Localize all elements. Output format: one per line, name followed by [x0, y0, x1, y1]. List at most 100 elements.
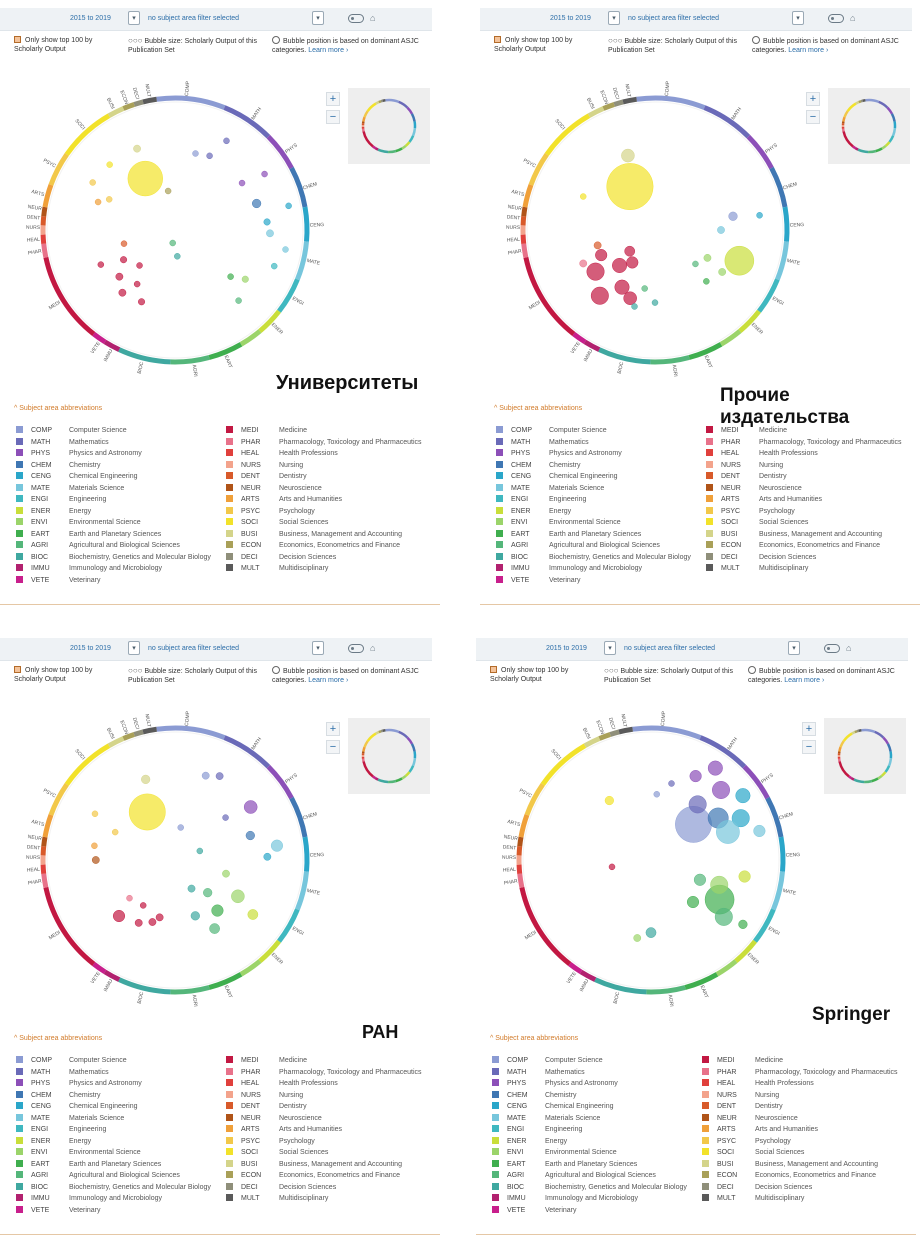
top100-option[interactable]: Only show top 100 by Scholarly Output: [490, 666, 585, 684]
bubble-bioc[interactable]: [631, 303, 638, 310]
bubble-eart[interactable]: [703, 278, 710, 285]
home-icon[interactable]: ⌂: [370, 643, 376, 653]
bubble-medi[interactable]: [134, 918, 143, 927]
bubble-dent[interactable]: [593, 241, 602, 250]
chevron-down-icon[interactable]: ▾: [312, 11, 324, 25]
bubble-bioc[interactable]: [174, 253, 181, 260]
bubble-arts[interactable]: [91, 842, 98, 850]
bubble-mate[interactable]: [717, 226, 725, 234]
bubble-agri[interactable]: [693, 873, 707, 886]
bubble-dent[interactable]: [120, 240, 128, 247]
toggle-switch[interactable]: [348, 644, 364, 653]
bubble-chem[interactable]: [251, 198, 262, 209]
bubble-engi[interactable]: [270, 262, 278, 270]
bubble-phar[interactable]: [126, 894, 133, 902]
zoom-out-button[interactable]: −: [326, 740, 340, 754]
bubble-envi[interactable]: [222, 869, 230, 878]
bubble-comp[interactable]: [177, 824, 184, 831]
toggle-switch[interactable]: [348, 14, 364, 23]
bubble-soci[interactable]: [106, 161, 113, 168]
overview-minimap[interactable]: [348, 88, 430, 164]
bubble-envi[interactable]: [633, 934, 642, 942]
home-icon[interactable]: ⌂: [850, 13, 856, 23]
bubble-envi[interactable]: [710, 875, 729, 894]
bubble-mate[interactable]: [266, 229, 274, 238]
bubble-math[interactable]: [222, 814, 229, 821]
bubble-bioc[interactable]: [187, 884, 196, 893]
bubble-agri[interactable]: [203, 888, 213, 898]
bubble-ceng[interactable]: [263, 218, 271, 226]
legend-toggle[interactable]: ^ Subject area abbreviations: [14, 1035, 103, 1042]
bubble-ceng[interactable]: [263, 852, 272, 861]
bubble-medi[interactable]: [115, 272, 124, 281]
bubble-bioc[interactable]: [196, 847, 204, 855]
bubble-phys[interactable]: [261, 170, 268, 178]
bubble-envi[interactable]: [718, 268, 727, 276]
subject-filter-select[interactable]: no subject area filter selected: [148, 15, 240, 22]
bubble-envi[interactable]: [241, 275, 249, 283]
bubble-ceng[interactable]: [735, 788, 751, 804]
overview-minimap[interactable]: [828, 88, 910, 164]
bubble-agri[interactable]: [235, 297, 242, 304]
bubble-busi[interactable]: [621, 148, 635, 163]
bubble-psyc[interactable]: [91, 810, 99, 818]
bubble-math[interactable]: [223, 137, 230, 145]
checkbox[interactable]: [494, 36, 501, 43]
toggle-switch[interactable]: [824, 644, 840, 653]
checkbox[interactable]: [14, 36, 21, 43]
chevron-down-icon[interactable]: ▾: [312, 641, 324, 655]
bubble-mate[interactable]: [270, 839, 284, 852]
year-range-select[interactable]: 2015 to 2019: [70, 15, 111, 22]
bubble-medi[interactable]: [590, 286, 609, 305]
bubble-agri[interactable]: [641, 285, 648, 292]
zoom-in-button[interactable]: +: [802, 722, 816, 736]
bubble-soci[interactable]: [127, 160, 163, 197]
subject-filter-select[interactable]: no subject area filter selected: [624, 645, 716, 652]
bubble-soci[interactable]: [579, 193, 587, 200]
bubble-arts[interactable]: [94, 198, 102, 206]
bubble-medi[interactable]: [97, 261, 105, 268]
bubble-medi[interactable]: [612, 257, 628, 273]
bubble-math[interactable]: [668, 780, 675, 787]
bubble-agri[interactable]: [169, 239, 176, 247]
bubble-eart[interactable]: [686, 895, 700, 909]
bubble-ceng[interactable]: [285, 202, 292, 210]
bubble-ener[interactable]: [247, 909, 259, 920]
bubble-medi[interactable]: [614, 279, 630, 295]
bubble-medi[interactable]: [626, 256, 639, 269]
learn-more-link[interactable]: Learn more ›: [308, 47, 349, 54]
overview-minimap[interactable]: [824, 718, 906, 794]
learn-more-link[interactable]: Learn more ›: [788, 47, 829, 54]
bubble-agri[interactable]: [692, 260, 699, 268]
top100-option[interactable]: Only show top 100 by Scholarly Output: [494, 36, 589, 54]
bubble-medi[interactable]: [608, 863, 616, 871]
bubble-bioc[interactable]: [190, 911, 200, 921]
bubble-phys[interactable]: [712, 781, 730, 799]
bubble-medi[interactable]: [155, 913, 164, 922]
overview-minimap[interactable]: [348, 718, 430, 794]
chevron-down-icon[interactable]: ▾: [604, 641, 616, 655]
bubble-comp[interactable]: [201, 771, 210, 780]
bubble-bioc[interactable]: [645, 927, 657, 938]
bubble-medi[interactable]: [136, 262, 143, 269]
chevron-down-icon[interactable]: ▾: [128, 11, 140, 25]
legend-toggle[interactable]: ^ Subject area abbreviations: [14, 405, 103, 412]
bubble-comp[interactable]: [192, 150, 199, 157]
bubble-medi[interactable]: [624, 245, 636, 257]
bubble-eart[interactable]: [227, 273, 234, 280]
bubble-math[interactable]: [206, 152, 213, 160]
bubble-medi[interactable]: [595, 249, 608, 262]
checkbox[interactable]: [14, 666, 21, 673]
zoom-out-button[interactable]: −: [802, 740, 816, 754]
year-range-select[interactable]: 2015 to 2019: [550, 15, 591, 22]
top100-option[interactable]: Only show top 100 by Scholarly Output: [14, 666, 109, 684]
bubble-medi[interactable]: [112, 909, 126, 923]
bubble-busi[interactable]: [133, 144, 141, 153]
bubble-agri[interactable]: [714, 907, 733, 926]
bubble-ener[interactable]: [724, 245, 755, 276]
legend-toggle[interactable]: ^ Subject area abbreviations: [490, 1035, 579, 1042]
home-icon[interactable]: ⌂: [846, 643, 852, 653]
bubble-ceng[interactable]: [756, 212, 763, 219]
zoom-in-button[interactable]: +: [326, 722, 340, 736]
zoom-in-button[interactable]: +: [806, 92, 820, 106]
